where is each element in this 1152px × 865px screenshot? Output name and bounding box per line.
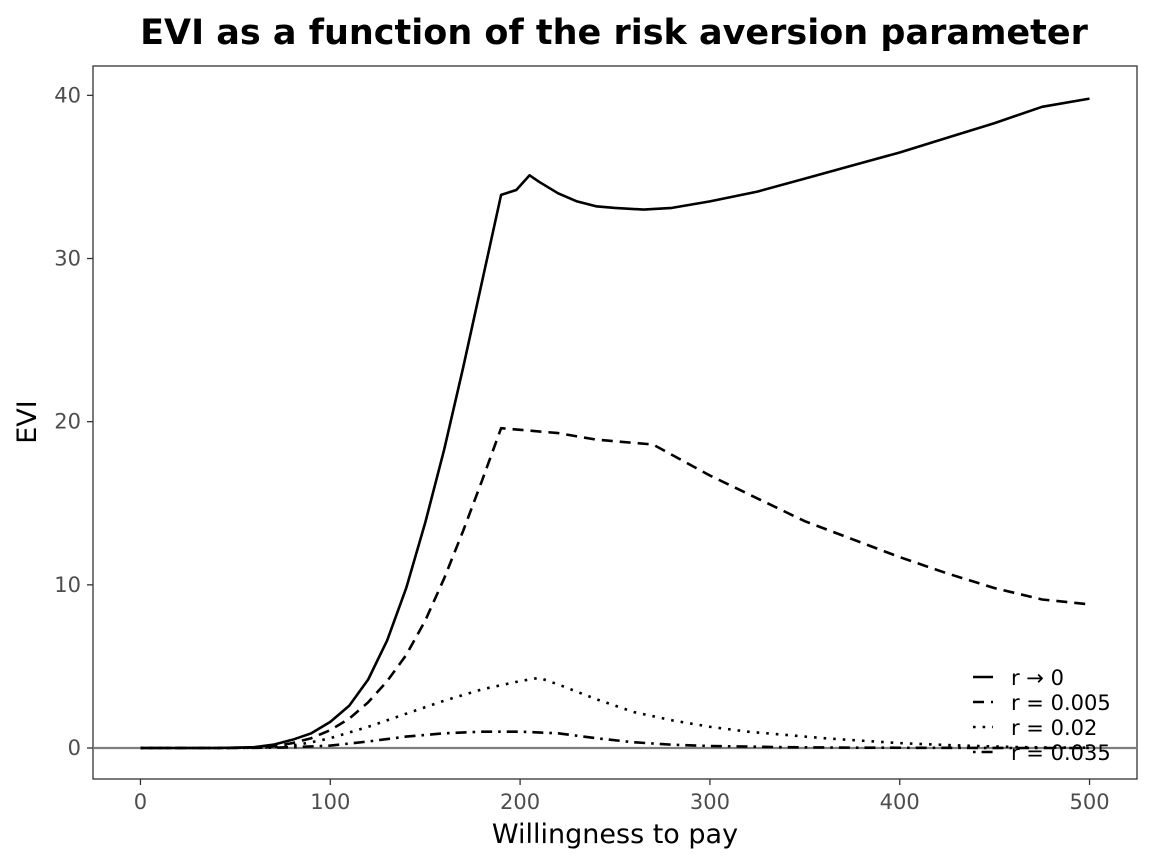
x-axis: 0 100 200 300 400 500 — [134, 779, 1110, 814]
legend-label: r = 0.035 — [1011, 741, 1111, 765]
y-tick-label: 10 — [54, 573, 81, 597]
x-tick-label: 400 — [880, 790, 920, 814]
x-tick-label: 200 — [500, 790, 540, 814]
series-line-dashed — [140, 426, 1090, 750]
y-tick-label: 40 — [54, 83, 81, 107]
x-tick-label: 100 — [310, 790, 350, 814]
x-tick-label: 0 — [134, 790, 147, 814]
x-axis-title: Willingness to pay — [492, 819, 738, 850]
series-line-dotted — [140, 676, 1090, 750]
plot-panel-border — [92, 65, 1138, 780]
y-axis-title: EVI — [12, 400, 43, 444]
x-tick-label: 500 — [1069, 790, 1109, 814]
legend-label: r = 0.02 — [1011, 716, 1097, 740]
series-lines — [93, 97, 1137, 750]
series-line-dotdash — [140, 730, 1090, 750]
y-tick-label: 20 — [54, 410, 81, 434]
series-line-solid — [140, 97, 1090, 750]
legend-label: r → 0 — [1011, 666, 1064, 690]
legend-label: r = 0.005 — [1011, 691, 1111, 715]
chart-title: EVI as a function of the risk aversion p… — [140, 13, 1089, 53]
x-tick-label: 300 — [690, 790, 730, 814]
y-axis: 0 10 20 30 40 — [54, 83, 93, 760]
y-tick-label: 0 — [68, 736, 81, 760]
y-tick-label: 30 — [54, 247, 81, 271]
